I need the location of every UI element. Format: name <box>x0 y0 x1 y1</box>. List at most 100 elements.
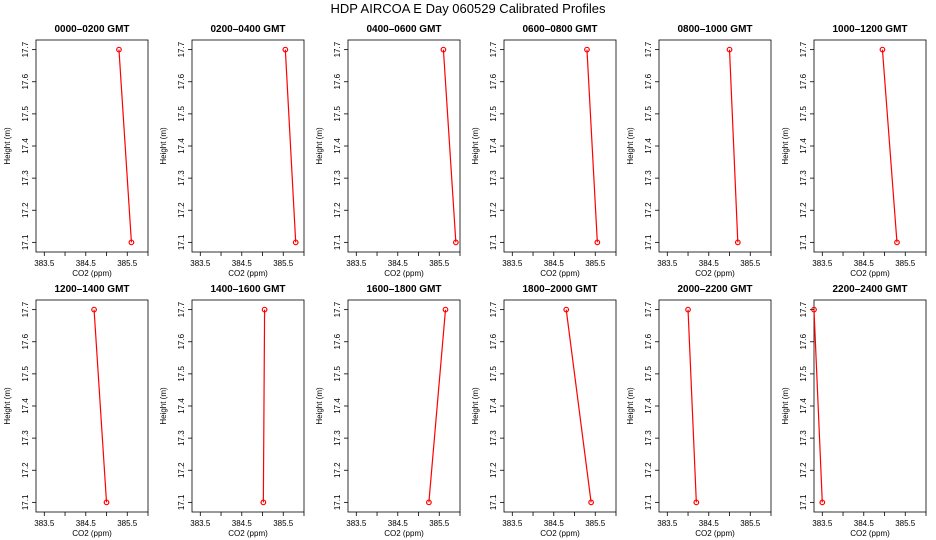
y-tick-label: 17.1 <box>21 234 30 250</box>
y-tick-label: 17.4 <box>489 138 498 154</box>
y-tick-label: 17.3 <box>177 430 186 446</box>
chart-panel-3: 0400–0600 GMT 383.5 384.5 385.5 CO2 (ppm) 17.… <box>315 24 461 278</box>
x-tick-label: 385.5 <box>585 519 606 528</box>
y-tick-label: 17.7 <box>333 301 342 317</box>
x-tick-label: 385.5 <box>429 259 450 268</box>
data-point <box>425 499 432 506</box>
y-tick-label: 17.3 <box>799 170 808 186</box>
y-axis-label: Height (m) <box>781 127 790 165</box>
x-tick-label: 383.5 <box>502 519 523 528</box>
plot-frame <box>813 299 927 513</box>
panel-title: 1600–1800 GMT <box>366 284 441 295</box>
y-axis-label: Height (m) <box>315 387 324 425</box>
chart-panel-5: 0800–1000 GMT 383.5 384.5 385.5 CO2 (ppm) 17.… <box>626 24 772 278</box>
y-tick-label: 17.4 <box>489 398 498 414</box>
data-point <box>563 306 570 313</box>
y-tick-label: 17.6 <box>799 333 808 349</box>
y-tick-label: 17.2 <box>177 462 186 478</box>
y-axis-label: Height (m) <box>315 127 324 165</box>
y-tick-label: 17.4 <box>177 138 186 154</box>
data-point <box>819 499 826 506</box>
y-tick-label: 17.2 <box>21 202 30 218</box>
x-tick-label: 383.5 <box>812 519 833 528</box>
profile-line <box>813 309 823 503</box>
chart-panel-11: 2000–2200 GMT 383.5 384.5 385.5 CO2 (ppm) 17.… <box>626 284 772 538</box>
x-tick-label: 384.5 <box>544 519 565 528</box>
y-tick-label: 17.2 <box>799 202 808 218</box>
x-tick-label: 384.5 <box>699 259 720 268</box>
y-tick-label: 17.1 <box>21 494 30 510</box>
x-tick-label: 384.5 <box>76 519 97 528</box>
y-tick-label: 17.7 <box>489 301 498 317</box>
x-tick-label: 383.5 <box>657 259 678 268</box>
x-tick-label: 385.5 <box>273 519 294 528</box>
y-tick-label: 17.6 <box>644 333 653 349</box>
x-tick-label: 384.5 <box>854 519 875 528</box>
data-point <box>282 46 289 53</box>
data-point <box>685 306 691 313</box>
y-tick-label: 17.2 <box>489 462 498 478</box>
panel-title: 1000–1200 GMT <box>832 24 907 35</box>
y-tick-label: 17.6 <box>21 73 30 89</box>
x-tick-label: 384.5 <box>854 259 875 268</box>
y-tick-label: 17.3 <box>177 170 186 186</box>
y-tick-label: 17.3 <box>799 430 808 446</box>
data-point <box>440 46 447 53</box>
x-tick-label: 384.5 <box>232 519 253 528</box>
y-tick-label: 17.4 <box>799 398 808 414</box>
x-tick-label: 385.5 <box>895 519 916 528</box>
y-tick-label: 17.5 <box>21 366 30 382</box>
y-tick-label: 17.3 <box>644 170 653 186</box>
y-axis-label: Height (m) <box>781 387 790 425</box>
y-tick-label: 17.3 <box>489 170 498 186</box>
y-tick-label: 17.5 <box>177 106 186 122</box>
x-tick-label: 383.5 <box>346 519 367 528</box>
y-tick-label: 17.5 <box>333 366 342 382</box>
y-tick-label: 17.7 <box>177 41 186 57</box>
x-axis-label: CO2 (ppm) <box>540 529 580 538</box>
x-tick-label: 383.5 <box>34 519 55 528</box>
y-tick-label: 17.2 <box>644 202 653 218</box>
profile-line <box>118 49 133 243</box>
y-tick-label: 17.7 <box>644 41 653 57</box>
x-tick-label: 383.5 <box>812 259 833 268</box>
chart-panel-6: 1000–1200 GMT 383.5 384.5 385.5 CO2 (ppm) 17.… <box>781 24 927 278</box>
y-tick-label: 17.4 <box>333 138 342 154</box>
data-point <box>811 306 817 313</box>
data-point <box>442 306 449 313</box>
y-tick-label: 17.5 <box>21 106 30 122</box>
y-tick-label: 17.4 <box>333 398 342 414</box>
data-point <box>260 499 267 506</box>
y-tick-label: 17.1 <box>333 234 342 250</box>
x-axis-label: CO2 (ppm) <box>228 269 268 278</box>
y-tick-label: 17.7 <box>177 301 186 317</box>
profile-line <box>428 309 447 503</box>
y-tick-label: 17.5 <box>489 106 498 122</box>
x-axis-label: CO2 (ppm) <box>695 269 735 278</box>
y-tick-label: 17.1 <box>799 494 808 510</box>
chart-panel-2: 0200–0400 GMT 383.5 384.5 385.5 CO2 (ppm) 17.… <box>159 24 305 278</box>
x-axis-label: CO2 (ppm) <box>228 529 268 538</box>
x-tick-label: 384.5 <box>699 519 720 528</box>
y-tick-label: 17.1 <box>177 494 186 510</box>
y-tick-label: 17.4 <box>21 138 30 154</box>
y-tick-label: 17.4 <box>644 138 653 154</box>
x-tick-label: 383.5 <box>502 259 523 268</box>
y-tick-label: 17.3 <box>333 430 342 446</box>
data-point <box>726 46 733 53</box>
y-tick-label: 17.3 <box>21 170 30 186</box>
chart-panel-4: 0600–0800 GMT 383.5 384.5 385.5 CO2 (ppm) 17.… <box>471 24 617 278</box>
profile-line <box>687 309 697 503</box>
chart-panel-8: 1400–1600 GMT 383.5 384.5 385.5 CO2 (ppm) 17.… <box>159 284 305 538</box>
data-point <box>594 239 601 246</box>
x-tick-label: 385.5 <box>117 519 138 528</box>
x-tick-label: 385.5 <box>117 259 138 268</box>
y-tick-label: 17.4 <box>644 398 653 414</box>
x-tick-label: 383.5 <box>190 519 211 528</box>
plot-frame <box>347 39 461 253</box>
x-tick-label: 383.5 <box>346 259 367 268</box>
y-tick-label: 17.2 <box>644 462 653 478</box>
y-tick-label: 17.7 <box>799 301 808 317</box>
x-tick-label: 385.5 <box>585 259 606 268</box>
panel-title: 0200–0400 GMT <box>210 24 285 35</box>
